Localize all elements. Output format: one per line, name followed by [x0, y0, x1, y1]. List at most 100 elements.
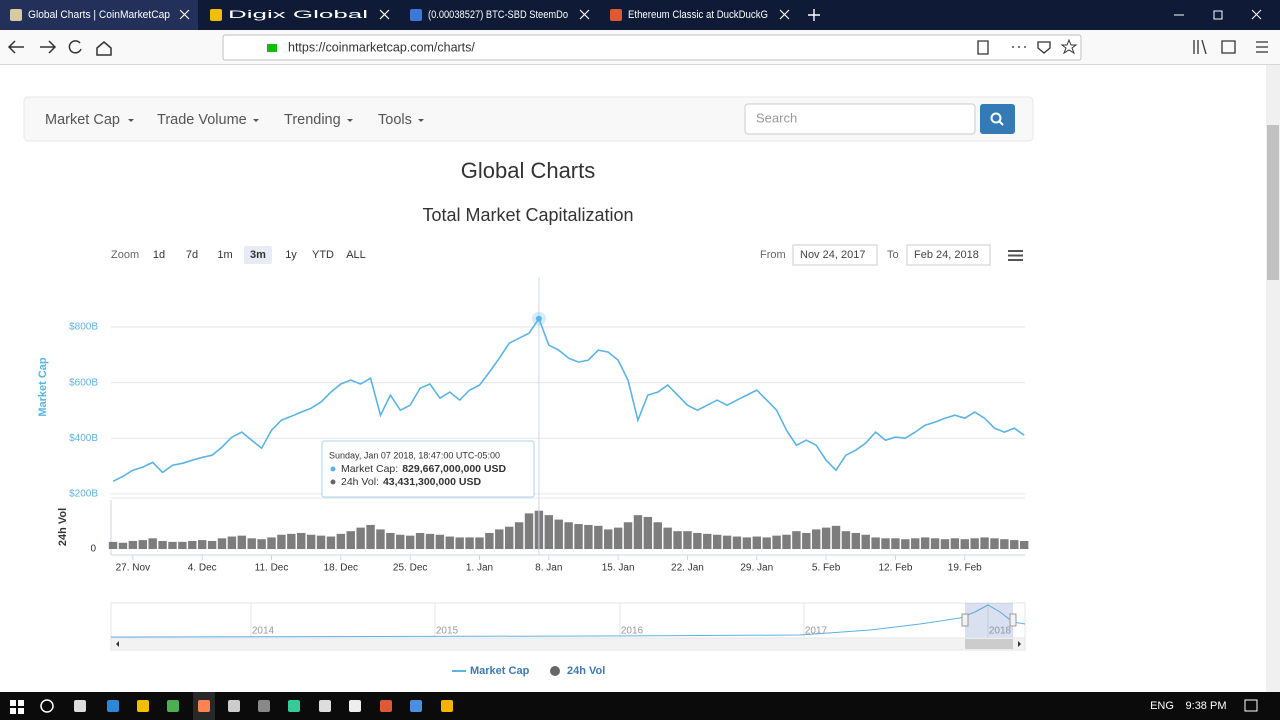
navigator-handle[interactable]: [961, 613, 969, 627]
volume-bar: [247, 538, 256, 549]
volume-bar: [544, 515, 554, 549]
from-input[interactable]: [792, 244, 878, 266]
volume-bar: [207, 540, 217, 549]
url[interactable]: https://coinmarketcap.com/charts/: [288, 40, 475, 54]
active-app-indicator: [193, 692, 215, 720]
volume-bar: [376, 529, 385, 549]
volume-bar: [673, 531, 682, 549]
zoom-label: Zoom: [111, 249, 139, 261]
tab[interactable]: [200, 0, 398, 30]
tab[interactable]: [0, 0, 198, 30]
volume-bar: [108, 541, 118, 549]
volume-bar: [1019, 540, 1029, 549]
x-tick-label: 25. Dec: [393, 563, 427, 574]
volume-bar: [455, 537, 464, 549]
search-button[interactable]: [980, 104, 1015, 134]
legend-label[interactable]: Market Cap: [470, 665, 530, 677]
zoom-button[interactable]: 7d: [186, 249, 198, 261]
volume-bar: [930, 538, 940, 549]
y-tick-label: $600B: [69, 377, 98, 388]
zoom-button[interactable]: 1d: [153, 249, 165, 261]
market-cap-line: [112, 316, 1025, 483]
volume-bar: [970, 538, 979, 549]
caret: [418, 119, 424, 122]
taskbar-app[interactable]: [258, 700, 270, 712]
tab-title[interactable]: Digix Global: [228, 9, 368, 21]
search-placeholder[interactable]: Search: [756, 110, 797, 125]
taskbar-app[interactable]: [74, 700, 86, 712]
volume-bar: [366, 524, 375, 549]
navigator-handle[interactable]: [1009, 613, 1017, 627]
taskbar-app[interactable]: [198, 700, 210, 712]
tooltip-bullet: [330, 466, 336, 472]
zoom-button[interactable]: 3m: [250, 249, 266, 261]
volume-bar: [811, 529, 821, 549]
search-input[interactable]: [744, 103, 976, 135]
tab-icon: [410, 9, 422, 21]
export-menu[interactable]: [1008, 250, 1023, 261]
volume-bar: [802, 532, 811, 549]
volume-bar: [267, 537, 276, 549]
hover-point: [535, 315, 542, 322]
tab-title[interactable]: Global Charts | CoinMarketCap: [28, 9, 170, 21]
volume-bar: [465, 537, 474, 549]
url-bar[interactable]: [222, 34, 1082, 61]
y-tick-label: $400B: [69, 433, 98, 444]
volume-bar: [643, 516, 653, 549]
taskbar-app[interactable]: [167, 700, 179, 712]
volume-bar: [653, 522, 662, 549]
nav-item[interactable]: Trade Volume: [157, 112, 247, 128]
x-tick-label: 15. Jan: [602, 563, 635, 574]
taskbar-app[interactable]: [228, 700, 240, 712]
volume-bar: [445, 536, 454, 549]
volume-bar: [960, 539, 969, 549]
zoom-button[interactable]: ALL: [346, 249, 366, 261]
taskbar-app[interactable]: [288, 700, 300, 712]
taskbar-app[interactable]: [380, 700, 392, 712]
volume-bar: [1000, 539, 1009, 549]
zoom-button[interactable]: 1m: [217, 249, 232, 261]
taskbar-app[interactable]: [319, 700, 331, 712]
from-date[interactable]: Nov 24, 2017: [800, 249, 865, 261]
x-tick-label: 4. Dec: [188, 563, 217, 574]
nav-item[interactable]: Tools: [378, 112, 412, 128]
volume-bar: [495, 529, 504, 549]
x-tick-label: 18. Dec: [324, 563, 358, 574]
tab[interactable]: [600, 0, 798, 30]
zoom-button[interactable]: 1y: [285, 249, 297, 261]
taskbar-app[interactable]: [137, 700, 149, 712]
tooltip-row-value: 829,667,000,000 USD: [402, 463, 506, 475]
y2-axis-title: 24h Vol: [57, 508, 69, 546]
nav-item[interactable]: Market Cap: [45, 112, 120, 128]
search-icon: [990, 112, 1002, 124]
legend-label[interactable]: 24h Vol: [567, 665, 605, 677]
volume-bar: [584, 524, 593, 549]
to-input[interactable]: [906, 244, 991, 266]
y-tick-label: $800B: [69, 322, 98, 333]
zoom-button[interactable]: YTD: [312, 249, 334, 261]
volume-bar: [386, 532, 395, 549]
navigator-scroll-thumb[interactable]: [965, 639, 1013, 649]
nav-item[interactable]: Trending: [284, 112, 341, 128]
tab-title[interactable]: (0.00038527) BTC-SBD SteemDo: [428, 9, 568, 21]
to-date[interactable]: Feb 24, 2018: [914, 249, 979, 261]
taskbar-app[interactable]: [441, 700, 453, 712]
taskbar-app[interactable]: [107, 700, 119, 712]
volume-bar: [306, 534, 316, 549]
volume-bar: [901, 539, 910, 549]
volume-bar: [316, 535, 326, 549]
reload-icon: [68, 40, 82, 54]
volume-bar: [415, 532, 425, 549]
x-tick-label: 5. Feb: [812, 563, 841, 574]
taskbar-app[interactable]: [349, 700, 361, 712]
tooltip-row: 24h Vol: 43,431,300,000 USD: [341, 476, 481, 488]
tab-title[interactable]: Ethereum Classic at DuckDuckG: [628, 9, 768, 21]
volume-bar: [197, 540, 207, 549]
volume-bar: [613, 527, 623, 549]
volume-bar: [782, 534, 791, 549]
tab-close: [179, 9, 190, 20]
taskbar-app[interactable]: [410, 700, 422, 712]
tab[interactable]: [400, 0, 598, 30]
notification-icon: [1244, 699, 1258, 712]
volume-bar: [831, 525, 841, 549]
